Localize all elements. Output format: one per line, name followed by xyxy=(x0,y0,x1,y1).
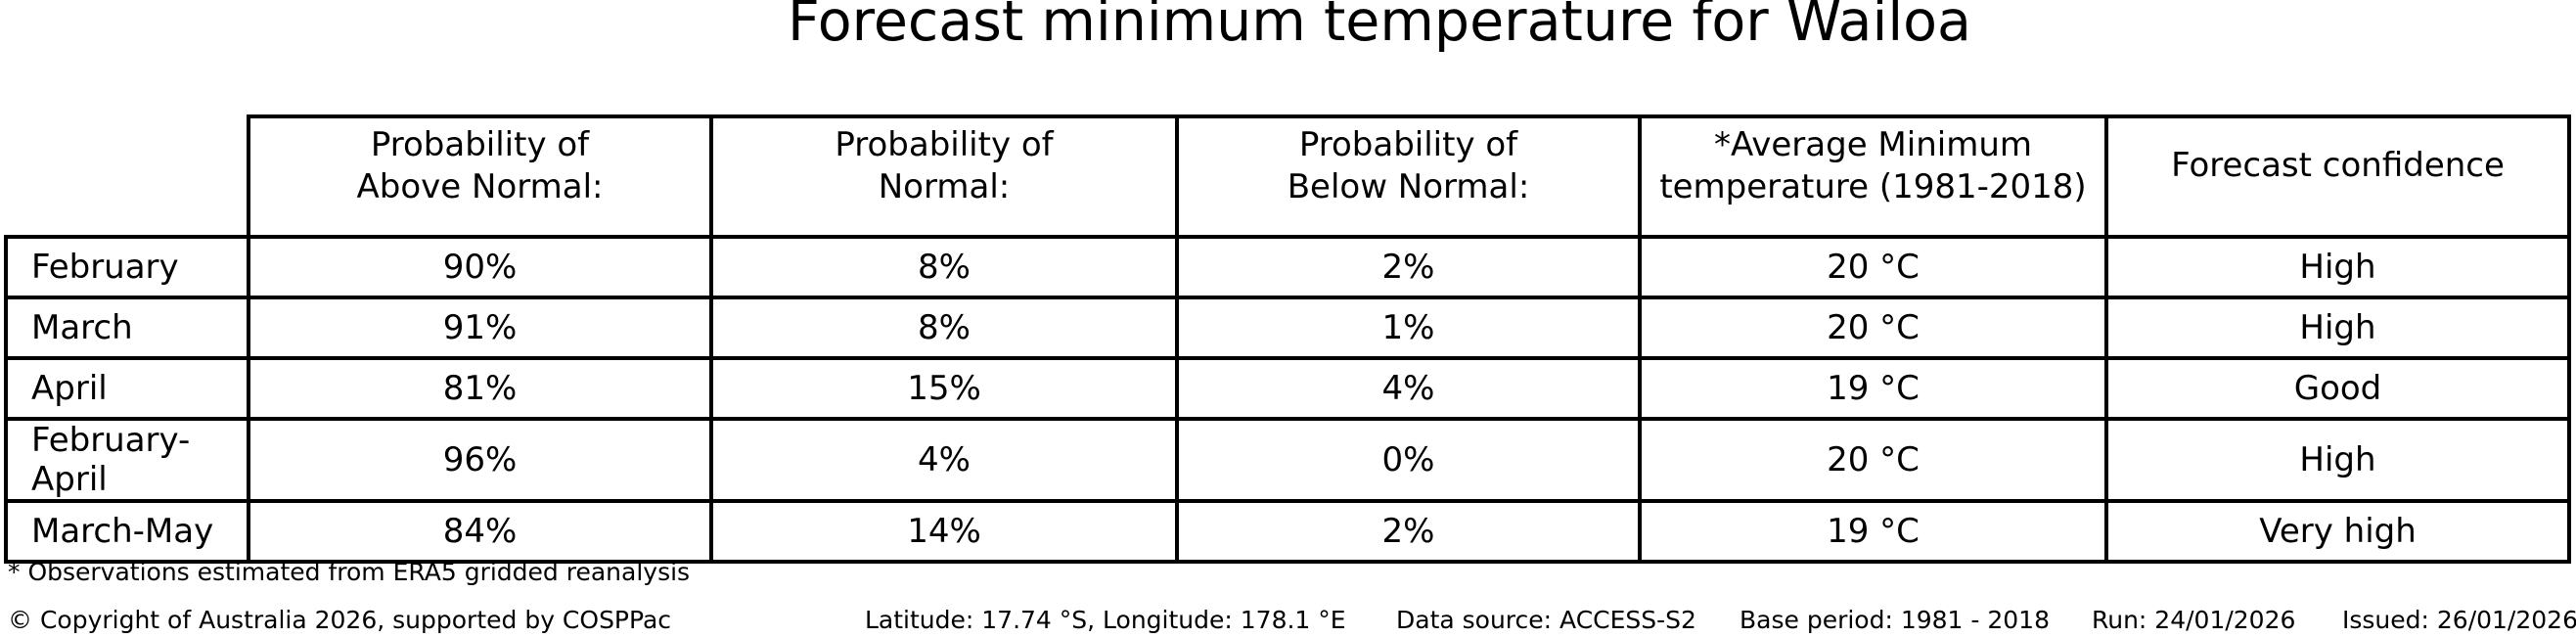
cell-normal: 4% xyxy=(709,417,1179,503)
table-row-april: April 81% 15% 4% 19 °C Good xyxy=(4,356,2571,421)
cell-normal: 8% xyxy=(709,235,1179,299)
data-source-label: Data source: ACCESS-S2 xyxy=(1396,606,1696,634)
table-row-march: March 91% 8% 1% 20 °C High xyxy=(4,296,2571,360)
cell-above-normal: 96% xyxy=(247,417,713,503)
location-coordinates: Latitude: 17.74 °S, Longitude: 178.1 °E xyxy=(865,606,1346,634)
row-label: February-April xyxy=(4,417,250,503)
cell-below-normal: 2% xyxy=(1175,235,1642,299)
copyright-text: © Copyright of Australia 2026, supported… xyxy=(8,606,672,634)
base-period-label: Base period: 1981 - 2018 xyxy=(1740,606,2050,634)
column-header-below-normal: Probability of Below Normal: xyxy=(1175,114,1642,239)
page-title: Forecast minimum temperature for Wailoa xyxy=(788,0,1971,54)
cell-below-normal: 2% xyxy=(1175,499,1642,564)
observations-footnote: * Observations estimated from ERA5 gridd… xyxy=(8,558,691,586)
cell-confidence: High xyxy=(2104,296,2571,360)
cell-avg-min-temp: 19 °C xyxy=(1638,499,2108,564)
cell-below-normal: 0% xyxy=(1175,417,1642,503)
cell-avg-min-temp: 20 °C xyxy=(1638,417,2108,503)
cell-confidence: Very high xyxy=(2104,499,2571,564)
table-header-row: Probability of Above Normal: Probability… xyxy=(6,114,2571,239)
cell-normal: 14% xyxy=(709,499,1179,564)
cell-above-normal: 84% xyxy=(247,499,713,564)
column-header-normal: Probability of Normal: xyxy=(709,114,1179,239)
cell-confidence: High xyxy=(2104,235,2571,299)
cell-normal: 15% xyxy=(709,356,1179,421)
forecast-table: Probability of Above Normal: Probability… xyxy=(4,114,2571,564)
cell-above-normal: 90% xyxy=(247,235,713,299)
cell-normal: 8% xyxy=(709,296,1179,360)
cell-confidence: High xyxy=(2104,417,2571,503)
row-label: April xyxy=(4,356,250,421)
run-date-label: Run: 24/01/2026 xyxy=(2092,606,2296,634)
row-label: February xyxy=(4,235,250,299)
row-label: March xyxy=(4,296,250,360)
cell-below-normal: 4% xyxy=(1175,356,1642,421)
table-row-march-may: March-May 84% 14% 2% 19 °C Very high xyxy=(4,499,2571,564)
table-row-february: February 90% 8% 2% 20 °C High xyxy=(4,235,2571,299)
cell-avg-min-temp: 20 °C xyxy=(1638,296,2108,360)
cell-avg-min-temp: 20 °C xyxy=(1638,235,2108,299)
cell-below-normal: 1% xyxy=(1175,296,1642,360)
table-row-february-april: February-April 96% 4% 0% 20 °C High xyxy=(4,417,2571,503)
cell-above-normal: 81% xyxy=(247,356,713,421)
issued-date-label: Issued: 26/01/2026 xyxy=(2342,606,2576,634)
cell-avg-min-temp: 19 °C xyxy=(1638,356,2108,421)
column-header-avg-min-temp: *Average Minimum temperature (1981-2018) xyxy=(1638,114,2108,239)
column-header-above-normal: Probability of Above Normal: xyxy=(247,114,713,239)
table-corner-blank xyxy=(6,116,249,237)
row-label: March-May xyxy=(4,499,250,564)
cell-above-normal: 91% xyxy=(247,296,713,360)
cell-confidence: Good xyxy=(2104,356,2571,421)
column-header-forecast-confidence: Forecast confidence xyxy=(2104,114,2571,239)
